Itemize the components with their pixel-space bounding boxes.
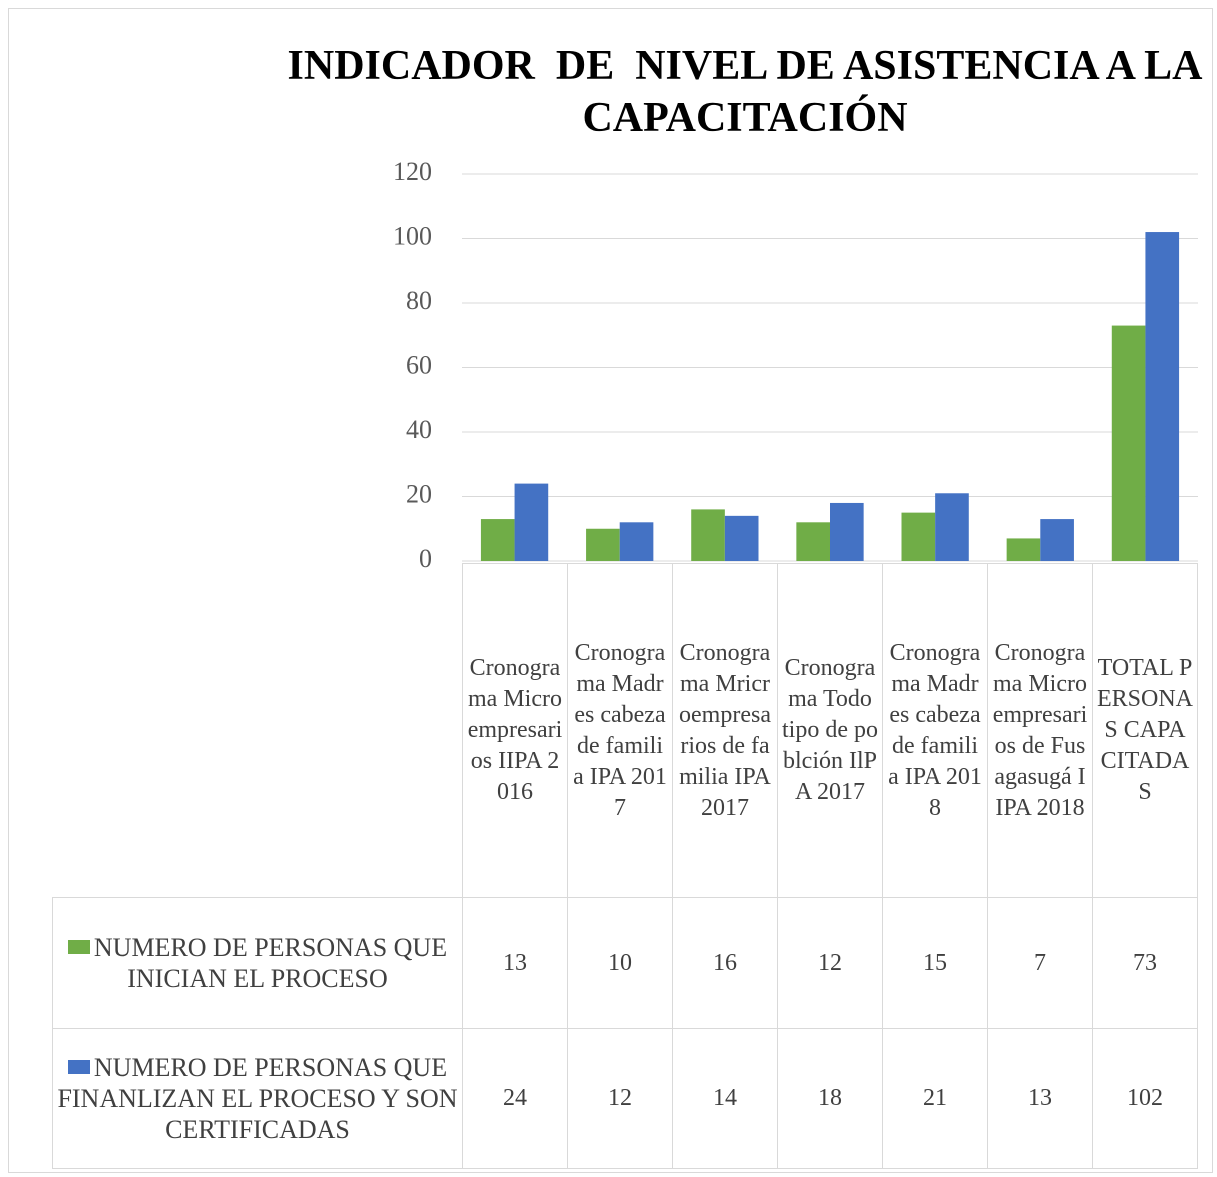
value-cell: 12 <box>567 1028 673 1169</box>
bar <box>724 515 759 561</box>
value-cell: 13 <box>462 897 568 1029</box>
legend-entry: NUMERO DE PERSONAS QUE INICIAN EL PROCES… <box>52 897 463 1029</box>
x-tick-label: Cronograma Microempresarios de Fusagasug… <box>987 563 1093 898</box>
value-cell: 12 <box>777 897 883 1029</box>
value-cell: 10 <box>567 897 673 1029</box>
y-tick-label: 80 <box>406 286 432 315</box>
x-tick-label: Cronograma Mricroempresarios de familia … <box>672 563 778 898</box>
y-tick-label: 20 <box>406 479 432 508</box>
legend-key <box>67 1060 90 1074</box>
y-tick-label: 120 <box>393 157 432 186</box>
blank-cell <box>52 563 463 898</box>
value-cell: 18 <box>777 1028 883 1169</box>
bar <box>1111 325 1146 561</box>
bar <box>901 512 936 561</box>
x-tick-label: TOTAL PERSONAS CAPACITADAS <box>1092 563 1198 898</box>
bar <box>586 528 620 561</box>
y-tick-label: 60 <box>406 350 432 379</box>
bar <box>691 509 725 561</box>
bar <box>830 502 864 561</box>
value-cell: 13 <box>987 1028 1093 1169</box>
value-cell: 73 <box>1092 897 1198 1029</box>
bar <box>514 483 549 561</box>
y-tick-label: 40 <box>406 415 432 444</box>
plot: 0 20 40 60 80 100 120 <box>393 157 1198 570</box>
bar <box>619 522 654 561</box>
chart-title: INDICADOR DE NIVEL DE ASISTENCIA A LA CA… <box>287 43 1213 141</box>
data-table: Cronograma Microempresarios IIPA 2016 Cro… <box>52 563 1198 1169</box>
series-row: NUMERO DE PERSONAS QUE INICIAN EL PROCES… <box>52 897 1198 1029</box>
x-tick-label: Cronograma Todo tipo de poblción IlPA 20… <box>777 563 883 898</box>
y-tick-label: 100 <box>393 221 432 250</box>
value-cell: 102 <box>1092 1028 1198 1169</box>
bar <box>480 519 515 561</box>
legend-key <box>67 940 90 954</box>
x-tick-label: Cronograma Microempresarios IIPA 2016 <box>462 563 568 898</box>
value-cell: 21 <box>882 1028 988 1169</box>
series-row: NUMERO DE PERSONAS QUE FINANLIZAN EL PRO… <box>52 1028 1198 1169</box>
value-cell: 14 <box>672 1028 778 1169</box>
category-row: Cronograma Microempresarios IIPA 2016 Cro… <box>52 563 1198 898</box>
bar <box>1145 232 1180 562</box>
value-cell: 7 <box>987 897 1093 1029</box>
value-cell: 24 <box>462 1028 568 1169</box>
legend-label: NUMERO DE PERSONAS QUE FINANLIZAN EL PRO… <box>57 1053 458 1144</box>
legend-label: NUMERO DE PERSONAS QUE INICIAN EL PROCES… <box>93 933 448 993</box>
legend-entry: NUMERO DE PERSONAS QUE FINANLIZAN EL PRO… <box>52 1028 463 1169</box>
x-tick-label: Cronograma Madres cabeza de familia IPA … <box>567 563 673 898</box>
value-cell: 16 <box>672 897 778 1029</box>
bar <box>935 493 969 561</box>
bar <box>796 522 830 561</box>
frame <box>8 8 1213 1173</box>
value-cell: 15 <box>882 897 988 1029</box>
bar <box>1040 519 1074 561</box>
bar <box>1006 538 1041 561</box>
x-tick-label: Cronograma Madres cabeza de familia IPA … <box>882 563 988 898</box>
y-tick-label: 0 <box>419 544 432 570</box>
